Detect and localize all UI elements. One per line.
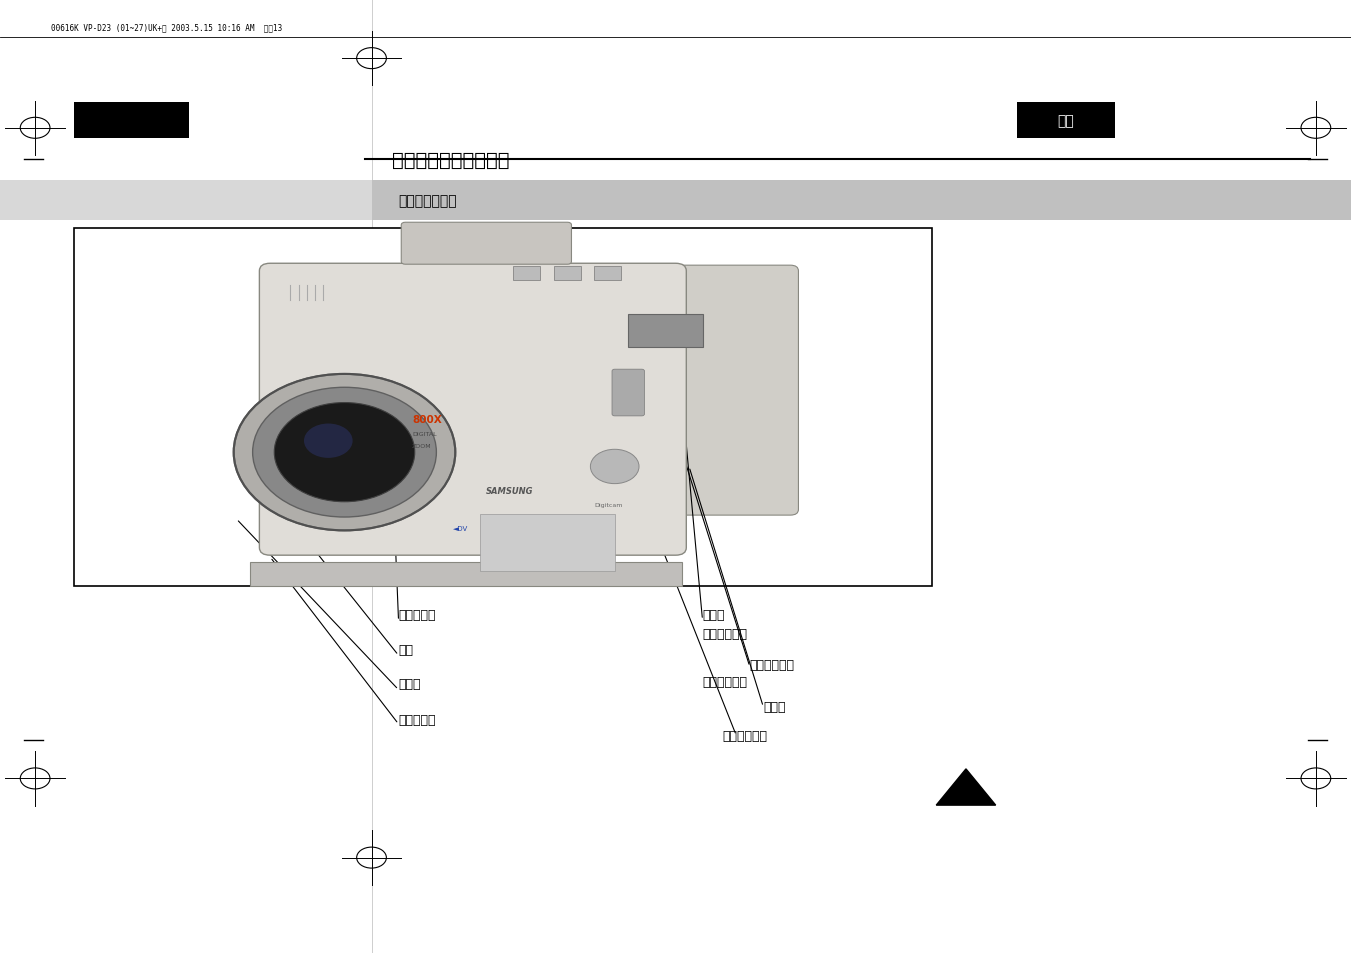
Text: 显示器: 显示器	[763, 700, 786, 714]
Circle shape	[253, 388, 436, 517]
Bar	[250, 562, 682, 586]
Text: （见第　页）: （见第 页）	[703, 675, 747, 688]
Text: （红外线）灯: （红外线）灯	[723, 729, 767, 742]
Bar	[0, 181, 372, 221]
Text: 镜头: 镜头	[399, 643, 413, 657]
Text: 800X: 800X	[412, 415, 442, 424]
Text: 视频灯: 视频灯	[399, 678, 422, 691]
Text: 00616K VP-D23 (01~27)UK+秒 2003.5.15 10:16 AM  页面13: 00616K VP-D23 (01~27)UK+秒 2003.5.15 10:1…	[51, 24, 282, 32]
Text: ◄DV: ◄DV	[453, 526, 467, 532]
Circle shape	[234, 375, 455, 531]
Circle shape	[590, 450, 639, 484]
Text: 正视图和左视图: 正视图和左视图	[399, 194, 457, 208]
FancyBboxPatch shape	[612, 370, 644, 416]
Text: DIGITAL: DIGITAL	[412, 431, 436, 436]
Text: 中文: 中文	[1058, 114, 1074, 128]
Text: 遥控传感器: 遥控传感器	[399, 713, 436, 726]
Text: （简易）按钒: （简易）按钒	[750, 659, 794, 672]
Bar	[594, 267, 621, 281]
Text: Digitcam: Digitcam	[594, 502, 623, 508]
FancyBboxPatch shape	[607, 266, 798, 516]
Text: 内置麦克风: 内置麦克风	[399, 608, 436, 621]
Bar	[480, 515, 615, 572]
Bar	[74, 229, 932, 586]
FancyBboxPatch shape	[401, 223, 571, 265]
Bar	[74, 103, 189, 139]
FancyBboxPatch shape	[259, 264, 686, 556]
Circle shape	[304, 424, 353, 458]
Text: 取景器: 取景器	[703, 608, 725, 621]
Text: SAMSUNG: SAMSUNG	[486, 486, 534, 496]
Bar	[628, 314, 703, 348]
Polygon shape	[936, 769, 996, 805]
Bar	[1017, 103, 1115, 139]
Text: ZOOM: ZOOM	[412, 443, 432, 449]
Bar	[554, 267, 581, 281]
Text: （见第　页）: （见第 页）	[703, 627, 747, 640]
Text: 摄录一体机的基本常识: 摄录一体机的基本常识	[392, 151, 509, 170]
Bar	[513, 267, 540, 281]
Bar	[372, 181, 1351, 221]
Circle shape	[274, 403, 415, 502]
